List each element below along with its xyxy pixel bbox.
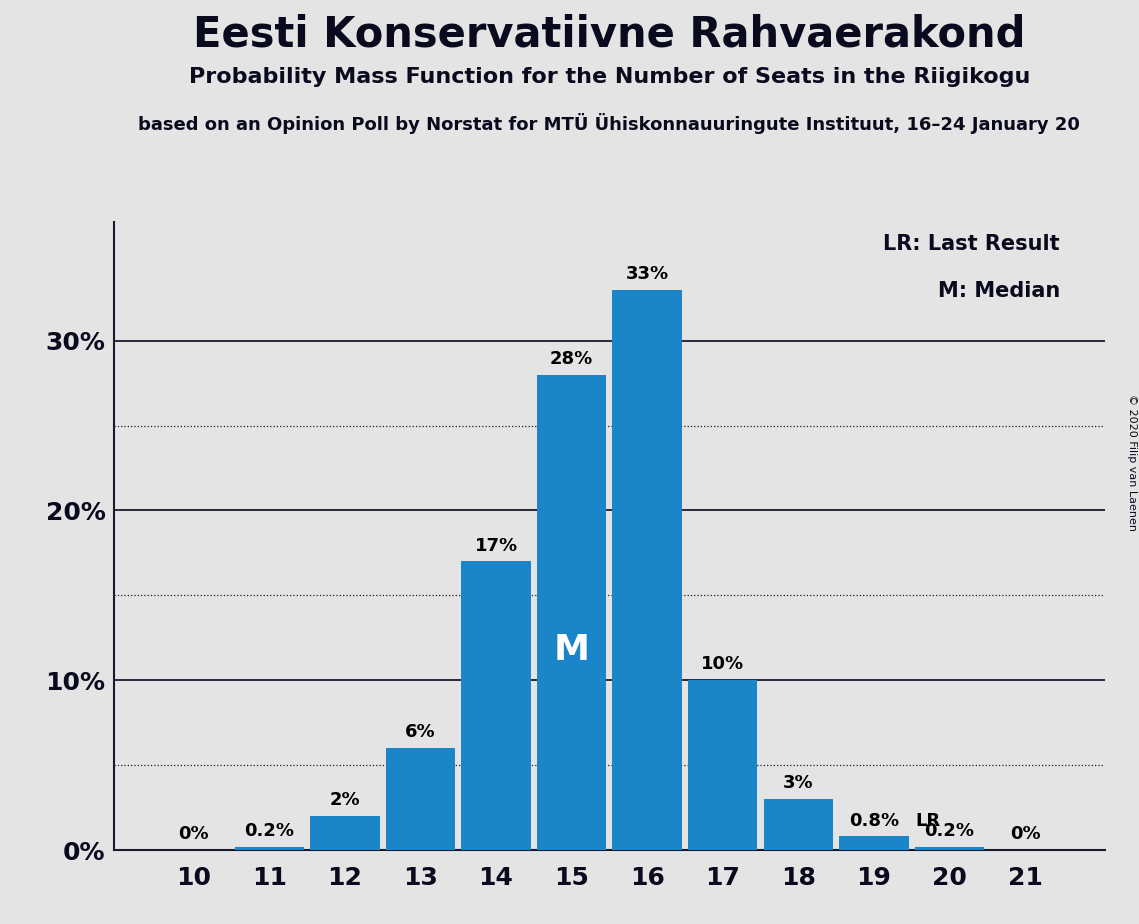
Text: 3%: 3%	[782, 774, 813, 793]
Text: 0.8%: 0.8%	[849, 811, 899, 830]
Text: based on an Opinion Poll by Norstat for MTÜ Ühiskonnauuringute Instituut, 16–24 : based on an Opinion Poll by Norstat for …	[139, 113, 1080, 134]
Text: M: Median: M: Median	[937, 281, 1059, 301]
Text: 6%: 6%	[405, 723, 436, 741]
Bar	[613, 290, 682, 850]
Text: LR: LR	[916, 811, 941, 830]
Text: Probability Mass Function for the Number of Seats in the Riigikogu: Probability Mass Function for the Number…	[189, 67, 1030, 87]
Text: 28%: 28%	[550, 350, 593, 368]
Bar	[688, 680, 757, 850]
Text: © 2020 Filip van Laenen: © 2020 Filip van Laenen	[1126, 394, 1137, 530]
Bar	[763, 799, 833, 850]
Bar	[461, 562, 531, 850]
Text: 17%: 17%	[475, 537, 517, 554]
Bar	[386, 748, 456, 850]
Text: 2%: 2%	[329, 791, 360, 809]
Text: 33%: 33%	[625, 265, 669, 283]
Text: 0%: 0%	[179, 825, 210, 844]
Text: Eesti Konservatiivne Rahvaerakond: Eesti Konservatiivne Rahvaerakond	[194, 14, 1025, 55]
Text: 0.2%: 0.2%	[244, 821, 294, 840]
Bar	[235, 846, 304, 850]
Text: 0%: 0%	[1009, 825, 1040, 844]
Bar	[839, 836, 909, 850]
Bar	[915, 846, 984, 850]
Text: 10%: 10%	[702, 655, 744, 674]
Text: LR: Last Result: LR: Last Result	[883, 234, 1059, 254]
Bar	[536, 374, 606, 850]
Bar	[310, 816, 379, 850]
Text: M: M	[554, 633, 590, 667]
Text: 0.2%: 0.2%	[925, 821, 975, 840]
